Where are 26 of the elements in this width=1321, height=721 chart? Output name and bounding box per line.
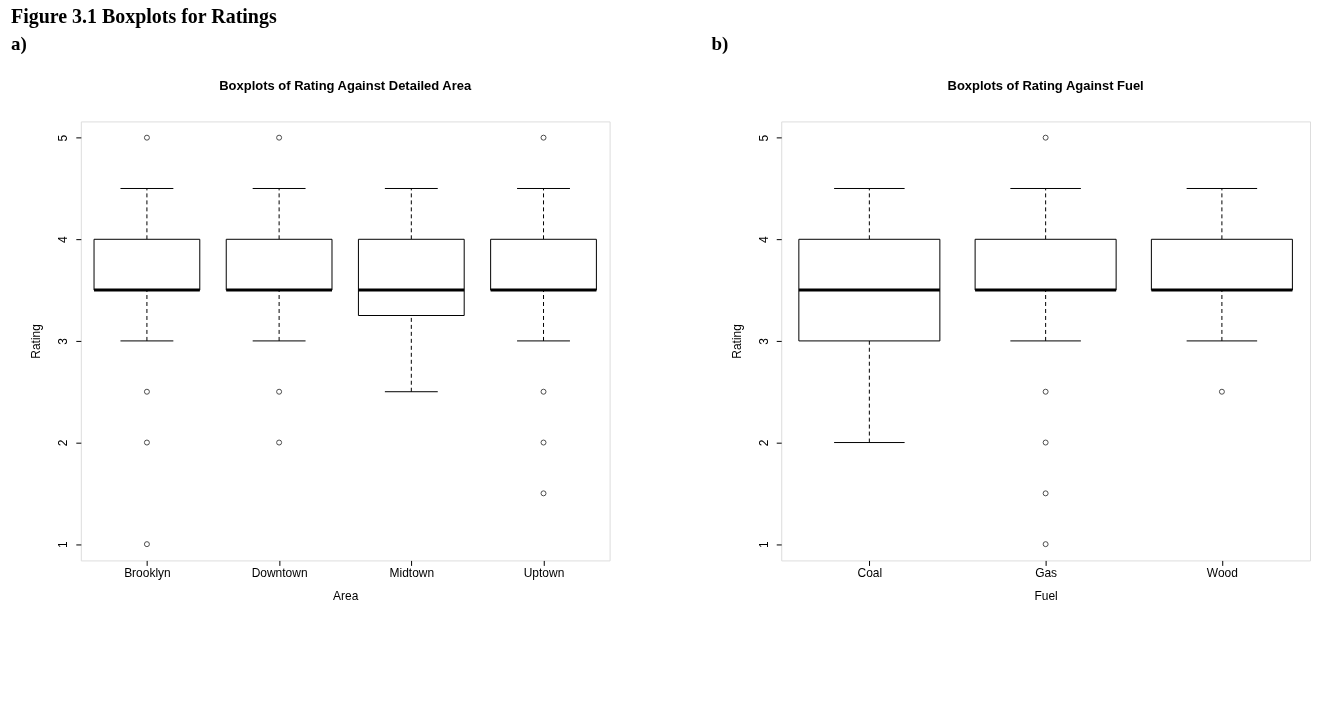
text: a) bbox=[10, 32, 27, 55]
chart-title: Boxplots of Rating Against Fuel bbox=[947, 78, 1144, 94]
x-tick-label: Midtown bbox=[389, 565, 435, 580]
y-tick-label: 3 bbox=[56, 337, 71, 345]
y-tick-label: 4 bbox=[756, 236, 771, 244]
caption: Figure 3.1 Boxplots for Ratings bbox=[10, 4, 277, 28]
x-axis-title: Area bbox=[333, 588, 359, 603]
y-tick-label: 2 bbox=[56, 439, 71, 447]
x-tick-label: Uptown bbox=[523, 565, 565, 580]
x-tick-label: Coal bbox=[857, 565, 883, 580]
chart-title: Boxplots of Rating Against Detailed Area bbox=[219, 78, 472, 94]
x-tick-label: Wood bbox=[1206, 565, 1238, 580]
y-tick-label: 1 bbox=[56, 540, 71, 548]
y-tick-label: 2 bbox=[756, 439, 771, 447]
x-axis-title: Fuel bbox=[1034, 588, 1058, 603]
y-tick-label: 1 bbox=[756, 540, 771, 548]
text: b) bbox=[711, 32, 729, 55]
y-axis-title: Rating bbox=[729, 324, 744, 359]
x-tick-label: Brooklyn bbox=[124, 565, 171, 580]
x-tick-label: Downtown bbox=[251, 565, 308, 580]
x-tick-label: Gas bbox=[1035, 565, 1058, 580]
y-axis-title: Rating bbox=[29, 324, 44, 359]
y-tick-label: 3 bbox=[756, 337, 771, 345]
y-tick-label: 5 bbox=[56, 134, 71, 142]
y-tick-label: 5 bbox=[756, 134, 771, 142]
y-tick-label: 4 bbox=[56, 236, 71, 244]
